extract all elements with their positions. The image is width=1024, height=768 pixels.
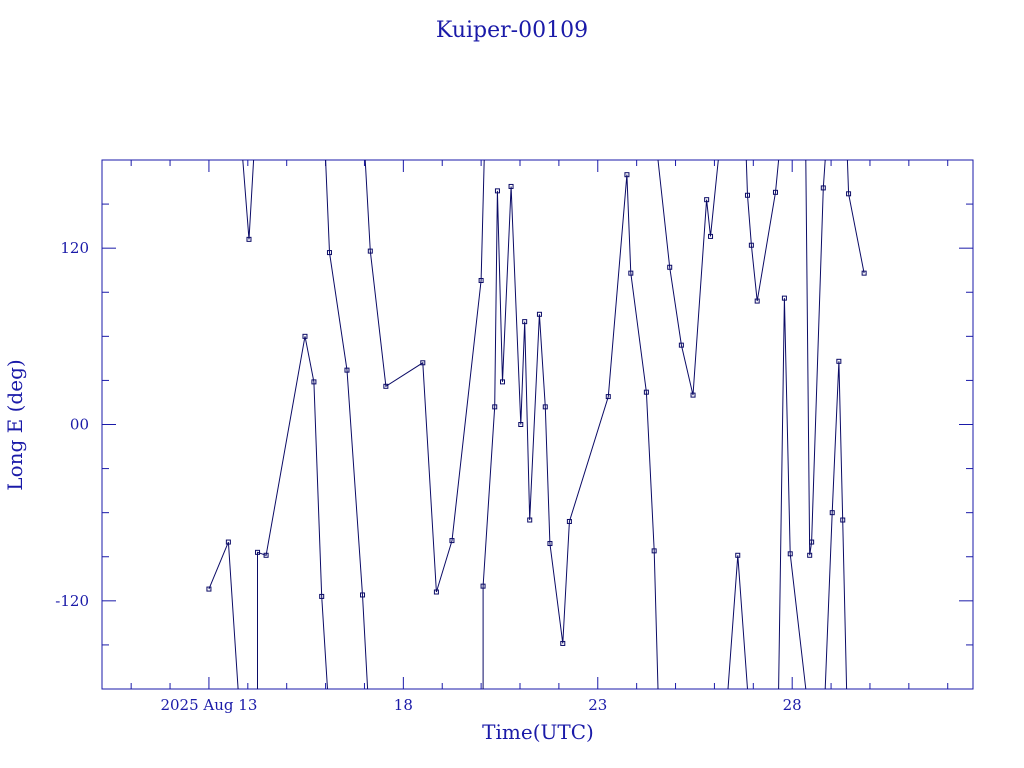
data-point: [754, 298, 760, 304]
x-axis-label: Time(UTC): [482, 720, 594, 744]
data-point: [311, 379, 317, 385]
y-tick-label: 00: [70, 416, 89, 434]
data-point: [829, 510, 835, 516]
data-point: [547, 541, 553, 547]
data-point: [643, 389, 649, 395]
data-point: [704, 197, 710, 203]
series-lines: [208, 159, 865, 690]
series-line-segment: [805, 159, 826, 556]
data-point: [367, 248, 373, 254]
data-point: [433, 589, 439, 595]
chart-title: Kuiper-00109: [436, 18, 588, 43]
data-point: [787, 551, 793, 557]
data-point: [302, 333, 308, 339]
data-point: [255, 549, 261, 555]
data-point: [678, 342, 684, 348]
data-point: [836, 358, 842, 364]
y-tick-label: -120: [55, 592, 89, 610]
data-point: [480, 583, 486, 589]
data-point: [478, 277, 484, 283]
data-point: [206, 586, 212, 592]
series-line-segment: [657, 159, 719, 396]
data-point: [527, 517, 533, 523]
series-line-segment: [208, 541, 239, 690]
data-point: [809, 539, 815, 545]
series-markers: [206, 172, 867, 646]
series-line-segment: [325, 159, 369, 690]
series-line-segment: [824, 361, 848, 690]
data-point: [319, 593, 325, 599]
data-point: [542, 404, 548, 410]
series-line-segment: [364, 159, 485, 593]
series-line-segment: [727, 555, 748, 690]
data-point: [820, 185, 826, 191]
data-point: [772, 189, 778, 195]
x-tick-label: 2025 Aug 13: [160, 696, 257, 714]
data-point: [628, 270, 634, 276]
data-point: [449, 538, 455, 544]
data-point: [326, 250, 332, 256]
data-point: [846, 191, 852, 197]
data-point: [492, 404, 498, 410]
x-tick-label: 18: [394, 696, 413, 714]
y-axis-label: Long E (deg): [3, 359, 27, 490]
data-point: [781, 295, 787, 301]
data-point: [735, 552, 741, 558]
data-point: [651, 548, 657, 554]
data-point: [383, 383, 389, 389]
data-point: [508, 183, 514, 189]
data-point: [690, 392, 696, 398]
data-point: [263, 552, 269, 558]
y-tick-label: 120: [60, 239, 89, 257]
series-line-segment: [778, 298, 807, 690]
series-line-segment: [482, 174, 659, 690]
x-tick-label: 23: [588, 696, 607, 714]
data-point: [344, 367, 350, 373]
x-tick-label: 28: [783, 696, 802, 714]
data-point: [667, 264, 673, 270]
data-point: [494, 188, 500, 194]
series-line-segment: [257, 336, 328, 690]
data-point: [225, 539, 231, 545]
data-point: [744, 192, 750, 198]
data-point: [624, 172, 630, 178]
data-point: [566, 518, 572, 524]
series-line-segment: [745, 159, 780, 302]
tick-labels: 2025 Aug 13 18 23 28 120 00 -120: [55, 239, 801, 714]
data-point: [246, 236, 252, 242]
data-point: [748, 242, 754, 248]
data-point: [708, 233, 714, 239]
data-point: [420, 360, 426, 366]
series-line-segment: [242, 159, 255, 240]
data-point: [536, 311, 542, 317]
data-point: [560, 640, 566, 646]
series-line-segment: [846, 159, 865, 274]
data-point: [518, 422, 524, 427]
data-point: [522, 319, 528, 325]
data-point: [360, 592, 366, 598]
data-point: [500, 379, 506, 385]
data-point: [840, 517, 846, 523]
data-point: [861, 270, 867, 276]
data-point: [807, 552, 813, 558]
data-point: [605, 394, 611, 400]
